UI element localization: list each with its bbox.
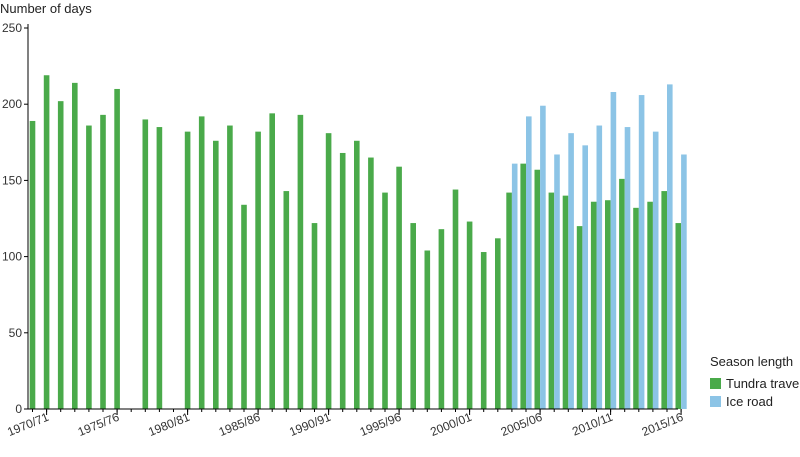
x-tick-label: 1985/86: [217, 410, 263, 439]
x-tick-label: 2005/06: [499, 410, 545, 439]
legend-label: Tundra travel: [726, 376, 800, 391]
bar-tundra-travel: [57, 101, 64, 409]
bar-tundra-travel: [396, 166, 402, 409]
legend-title: Season length: [710, 354, 793, 369]
bar-ice-road: [624, 127, 631, 409]
bar-tundra-travel: [354, 140, 360, 409]
bar-tundra-travel: [184, 131, 191, 409]
bar-tundra-travel: [325, 133, 332, 409]
bar-tundra-travel: [562, 195, 569, 409]
bar-ice-road: [652, 131, 659, 409]
bar-tundra-travel: [227, 125, 233, 409]
bar-tundra-travel: [213, 140, 219, 409]
bar-tundra-travel: [43, 75, 50, 409]
bar-tundra-travel: [548, 192, 555, 409]
x-tick-label: 2015/16: [640, 410, 686, 439]
bar-tundra-travel: [241, 204, 247, 409]
x-tick-label: 1980/81: [146, 410, 192, 439]
x-axis: 1970/71 1975/76 1980/81 1985/86 1990/91 1995/…: [5, 408, 686, 439]
bar-tundra-travel: [495, 238, 501, 409]
bar-ice-road: [526, 116, 532, 409]
bar-tundra-travel: [452, 189, 459, 409]
bar-tundra-travel: [156, 127, 163, 409]
bar-tundra-travel: [114, 88, 120, 410]
bars: [29, 75, 687, 410]
x-tick-label: 2010/11: [570, 410, 615, 439]
y-tick-label: 100: [2, 250, 22, 264]
y-tick-label: 200: [2, 97, 22, 111]
bar-tundra-travel: [424, 250, 431, 409]
y-axis: 0 50 100 150 200 250: [2, 21, 29, 416]
legend-label: Ice road: [726, 394, 773, 409]
bar-tundra-travel: [661, 191, 667, 409]
bar-tundra-travel: [619, 178, 625, 409]
y-tick-label: 50: [9, 326, 23, 340]
bar-tundra-travel: [72, 82, 78, 409]
bar-ice-road: [582, 145, 588, 409]
bar-ice-road: [511, 163, 518, 409]
x-tick-label: 1995/96: [358, 410, 404, 439]
bar-tundra-travel: [675, 223, 682, 409]
bar-tundra-travel: [410, 223, 416, 409]
bar-ice-road: [681, 154, 687, 409]
bar-tundra-travel: [269, 113, 275, 410]
bar-tundra-travel: [311, 223, 318, 409]
bar-tundra-travel: [297, 114, 304, 410]
legend: Season length Tundra travel Ice road: [710, 354, 800, 409]
bar-tundra-travel: [198, 116, 205, 409]
bar-ice-road: [540, 105, 546, 409]
bar-tundra-travel: [100, 114, 106, 410]
bar-tundra-travel: [283, 191, 290, 409]
bar-tundra-travel: [466, 221, 473, 409]
x-tick-label: 1970/71: [5, 410, 51, 439]
legend-swatch: [710, 378, 721, 389]
bar-ice-road: [667, 84, 673, 409]
bar-tundra-travel: [520, 163, 526, 409]
bar-tundra-travel: [142, 119, 149, 409]
bar-tundra-travel: [29, 120, 36, 410]
bar-tundra-travel: [590, 201, 597, 409]
bar-ice-road: [568, 133, 574, 409]
x-tick-label: 2000/01: [428, 410, 474, 439]
bar-tundra-travel: [339, 152, 346, 409]
bar-tundra-travel: [480, 252, 487, 409]
y-tick-label: 0: [15, 402, 22, 416]
y-axis-title: Number of days: [0, 1, 92, 16]
bar-ice-road: [610, 92, 617, 410]
bar-tundra-travel: [576, 226, 583, 409]
bar-ice-road: [554, 154, 560, 409]
bar-tundra-travel: [368, 157, 374, 409]
bar-ice-road: [596, 125, 603, 409]
bar-tundra-travel: [506, 192, 512, 409]
bar-tundra-travel: [438, 229, 445, 409]
x-tick-label: 1990/91: [287, 410, 333, 439]
bar-tundra-travel: [647, 201, 653, 409]
legend-swatch: [710, 396, 721, 407]
y-tick-label: 150: [2, 173, 22, 187]
bar-ice-road: [638, 95, 645, 409]
bar-tundra-travel: [534, 169, 541, 409]
bar-tundra-travel: [255, 131, 261, 409]
x-tick-label: 1975/76: [76, 410, 122, 439]
bar-tundra-travel: [86, 125, 92, 409]
bar-tundra-travel: [605, 200, 611, 409]
bar-tundra-travel: [382, 192, 388, 409]
bar-tundra-travel: [633, 207, 639, 409]
y-tick-label: 250: [2, 21, 22, 35]
